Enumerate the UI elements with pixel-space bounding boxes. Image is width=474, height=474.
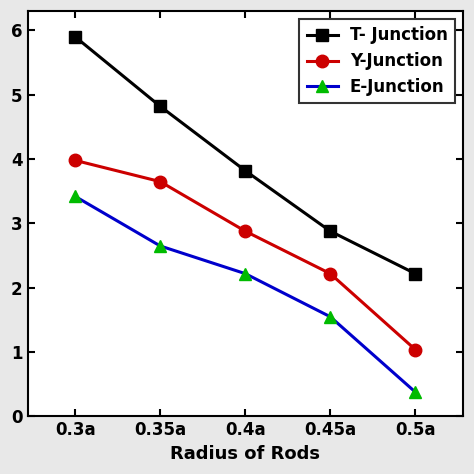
Y-Junction: [328, 271, 333, 276]
Line: E-Junction: E-Junction: [69, 190, 421, 398]
E-Junction: [157, 243, 163, 249]
Y-Junction: [73, 157, 78, 163]
X-axis label: Radius of Rods: Radius of Rods: [170, 445, 320, 463]
T- Junction: [328, 228, 333, 234]
Y-Junction: [242, 228, 248, 234]
E-Junction: [412, 389, 418, 395]
E-Junction: [73, 193, 78, 199]
T- Junction: [242, 168, 248, 173]
Line: Y-Junction: Y-Junction: [69, 154, 421, 356]
T- Junction: [157, 103, 163, 109]
Line: T- Junction: T- Junction: [69, 31, 421, 280]
T- Junction: [412, 271, 418, 276]
Y-Junction: [412, 346, 418, 352]
Y-Junction: [157, 179, 163, 184]
Legend: T- Junction, Y-Junction, E-Junction: T- Junction, Y-Junction, E-Junction: [299, 19, 455, 103]
E-Junction: [328, 314, 333, 319]
T- Junction: [73, 34, 78, 40]
E-Junction: [242, 271, 248, 276]
